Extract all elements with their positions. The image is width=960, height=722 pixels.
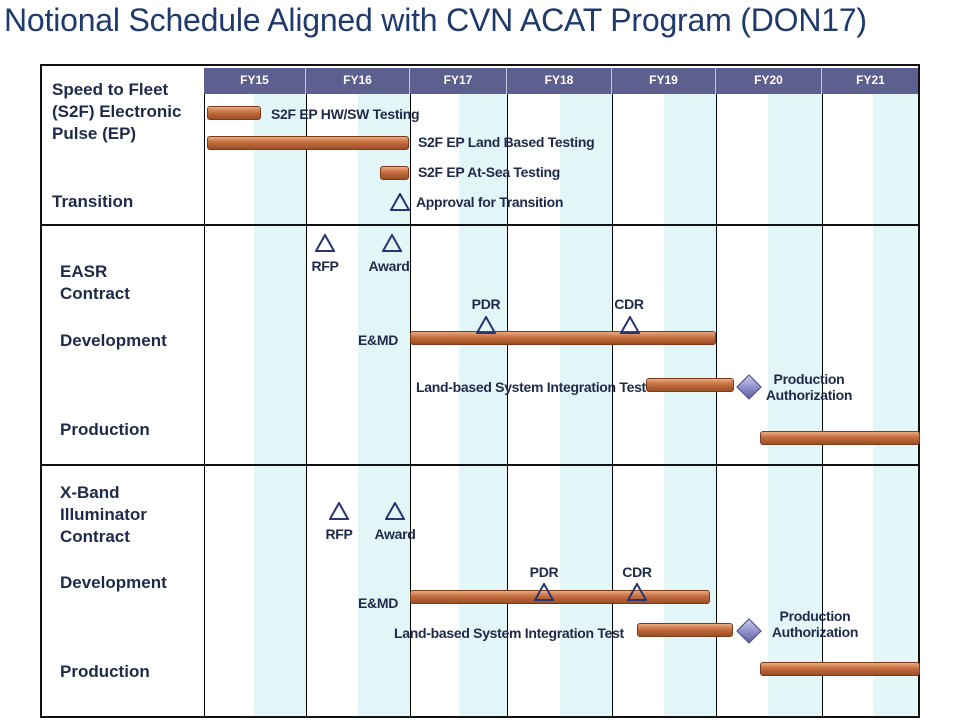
xband-lbsit-bar: [637, 623, 733, 637]
fy-divider: [716, 94, 717, 718]
easr-award-milestone-icon: [382, 234, 402, 252]
half-year-stripe: [873, 94, 920, 718]
s2f-label-line: Pulse (EP): [52, 124, 137, 143]
s2f-label-line: (S2F) Electronic: [52, 102, 182, 121]
easr-label-line: EASR: [60, 262, 108, 281]
fy-header: FY19: [612, 68, 716, 94]
fy-label: FY20: [754, 73, 783, 87]
easr-award-label: Award: [368, 258, 410, 274]
xband-pdr-milestone-icon: [534, 583, 554, 601]
approval-for-transition-milestone-icon: [390, 193, 410, 211]
schedule-frame: [40, 64, 920, 718]
easr-pdr-milestone-icon: [476, 316, 496, 334]
xband-award-label: Award: [374, 526, 416, 542]
page-title: Notional Schedule Aligned with CVN ACAT …: [4, 2, 867, 38]
fy-header: FY16: [306, 68, 410, 94]
section-divider: [40, 464, 920, 466]
s2f-hwsw-testing-bar: [207, 106, 261, 120]
fy-divider: [507, 94, 508, 718]
easr-prod-auth-line: Authorization: [765, 387, 853, 403]
fy-header: FY21: [822, 68, 920, 94]
half-year-stripe: [254, 94, 306, 718]
half-year-stripe: [560, 94, 612, 718]
approval-for-transition-label: Approval for Transition: [416, 194, 564, 210]
fy-header: FY15: [204, 68, 306, 94]
xband-rfp-label: RFP: [325, 526, 353, 542]
section-divider: [40, 224, 920, 226]
fy-label: FY15: [240, 73, 269, 87]
easr-section-label: EASR Contract: [60, 261, 130, 305]
fy-label: FY19: [649, 73, 678, 87]
s2f-land-based-testing-bar: [207, 136, 409, 150]
xband-prod-auth-line: Production: [779, 608, 851, 624]
easr-pdr-label: PDR: [471, 296, 501, 312]
easr-lbsit-bar: [646, 378, 734, 392]
label-column-divider: [204, 94, 205, 718]
xband-prod-auth-line: Authorization: [771, 624, 859, 640]
easr-label-line: Contract: [60, 284, 130, 303]
fy-header: FY17: [410, 68, 507, 94]
xband-award-milestone-icon: [385, 502, 405, 520]
fy-label: FY21: [856, 73, 885, 87]
xband-lbsit-label: Land-based System Integration Test: [394, 625, 624, 641]
xband-section-label: X-Band Illuminator Contract: [60, 482, 147, 548]
xband-development-label: Development: [60, 573, 167, 592]
xband-label-line: X-Band: [60, 483, 120, 502]
xband-rfp-milestone-icon: [329, 502, 349, 520]
easr-development-label: Development: [60, 331, 167, 350]
easr-production-label: Production: [60, 420, 150, 439]
easr-rfp-label: RFP: [311, 258, 339, 274]
half-year-stripe: [664, 94, 716, 718]
xband-cdr-label: CDR: [622, 564, 652, 580]
easr-production-authorization-label: Production Authorization: [762, 371, 856, 403]
xband-label-line: Illuminator: [60, 505, 147, 524]
easr-emd-label: E&MD: [358, 332, 399, 348]
xband-cdr-milestone-icon: [627, 583, 647, 601]
half-year-stripe: [459, 94, 507, 718]
fy-label: FY17: [443, 73, 473, 87]
easr-emd-bar: [410, 331, 716, 345]
s2f-land-based-testing-label: S2F EP Land Based Testing: [418, 134, 595, 150]
fy-header: FY20: [716, 68, 822, 94]
easr-prod-auth-line: Production: [773, 371, 845, 387]
fy-label: FY18: [544, 73, 574, 87]
fy-divider: [410, 94, 411, 718]
half-year-stripe: [768, 94, 822, 718]
xband-production-label: Production: [60, 662, 150, 681]
s2f-hwsw-testing-label: S2F EP HW/SW Testing: [271, 106, 420, 122]
xband-label-line: Contract: [60, 527, 130, 546]
xband-emd-label: E&MD: [358, 595, 399, 611]
s2f-at-sea-testing-bar: [380, 166, 409, 180]
easr-production-bar: [760, 431, 920, 445]
fy-divider: [306, 94, 307, 718]
fy-header: FY18: [507, 68, 612, 94]
s2f-label-line: Speed to Fleet: [52, 80, 169, 99]
s2f-at-sea-testing-label: S2F EP At-Sea Testing: [418, 164, 561, 180]
fy-divider: [612, 94, 613, 718]
easr-lbsit-label: Land-based System Integration Test: [416, 379, 646, 395]
fy-divider: [822, 94, 823, 718]
xband-emd-bar: [410, 590, 710, 604]
fy-label: FY16: [343, 73, 372, 87]
easr-cdr-label: CDR: [614, 296, 644, 312]
s2f-section-label: Speed to Fleet (S2F) Electronic Pulse (E…: [52, 79, 181, 145]
xband-production-bar: [760, 662, 920, 676]
easr-cdr-milestone-icon: [620, 316, 640, 334]
xband-production-authorization-label: Production Authorization: [768, 608, 862, 640]
transition-label: Transition: [52, 192, 134, 211]
xband-pdr-label: PDR: [529, 564, 559, 580]
easr-rfp-milestone-icon: [315, 234, 335, 252]
